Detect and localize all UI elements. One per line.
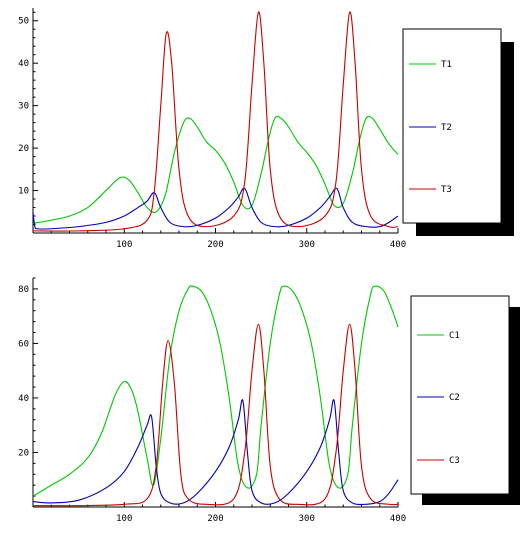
legend-label-c1: C1 [449, 331, 460, 341]
legend-label-t2: T2 [441, 123, 452, 133]
y-tick-label: 40 [18, 394, 29, 404]
legend-label-c2: C2 [449, 393, 460, 403]
y-tick-label: 80 [18, 285, 29, 295]
series-line-c3 [33, 323, 399, 507]
bottom-plot: 100 200 300 400 20 40 60 80 C1 C2 C3 [18, 277, 520, 524]
top-plot: 100 200 300 400 10 20 30 40 50 T1 T2 T3 [18, 8, 514, 250]
x-tick-label: 300 [299, 240, 315, 250]
y-tick-label: 60 [18, 339, 29, 349]
x-tick-label: 200 [207, 514, 223, 524]
legend-box [410, 295, 510, 495]
series-line-t3 [33, 11, 399, 232]
legend-label-c3: C3 [449, 456, 460, 466]
x-tick-label: 400 [390, 240, 406, 250]
y-tick-label: 20 [18, 448, 29, 458]
legend: C1 C2 C3 [410, 295, 520, 505]
series-line-c2 [33, 399, 399, 506]
y-tick-label: 50 [18, 17, 29, 27]
legend-label-t1: T1 [441, 60, 452, 70]
x-tick-label: 300 [299, 514, 315, 524]
x-tick-label: 200 [207, 240, 223, 250]
x-tick-label: 400 [390, 514, 406, 524]
legend: T1 T2 T3 [402, 28, 514, 236]
legend-label-t3: T3 [441, 185, 452, 195]
x-tick-label: 100 [116, 514, 132, 524]
series-line-c1 [33, 285, 399, 497]
series-line-t2 [33, 187, 399, 230]
series-line-t1 [33, 115, 399, 224]
y-tick-label: 10 [18, 187, 29, 197]
y-tick-label: 20 [18, 144, 29, 154]
legend-box [402, 28, 502, 224]
y-tick-label: 30 [18, 102, 29, 112]
x-tick-label: 100 [116, 240, 132, 250]
y-tick-label: 40 [18, 59, 29, 69]
